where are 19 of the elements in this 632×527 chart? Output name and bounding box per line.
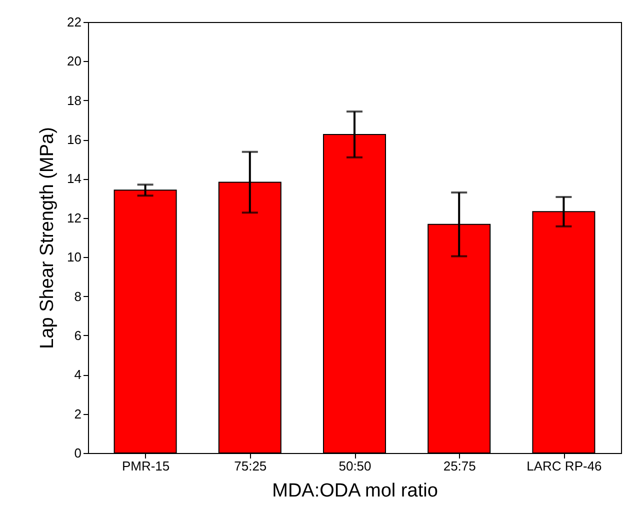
y-axis-title: Lap Shear Strength (MPa)	[37, 127, 58, 349]
y-tick-label: 16	[67, 132, 82, 148]
y-tick-label: 0	[74, 446, 82, 460]
x-tick-label: 50:50	[338, 458, 372, 474]
y-tick-label: 22	[67, 14, 82, 30]
x-tick-label: LARC RP-46	[526, 458, 602, 474]
y-tick-label: 6	[74, 328, 82, 343]
y-tick-label: 20	[67, 54, 82, 69]
y-tick-label: 10	[67, 250, 82, 265]
y-tick-label: 2	[74, 406, 82, 422]
y-tick-label: 14	[67, 171, 82, 186]
y-tick-label: 8	[74, 288, 82, 304]
x-tick-label: 75:25	[234, 458, 267, 474]
y-tick-label: 12	[67, 210, 82, 226]
x-tick-label: PMR-15	[122, 458, 170, 474]
x-axis-title: MDA:ODA mol ratio	[272, 480, 438, 502]
x-tick-label: 25:75	[443, 458, 476, 474]
y-tick-label: 4	[74, 367, 82, 382]
y-tick-label: 18	[67, 92, 82, 108]
